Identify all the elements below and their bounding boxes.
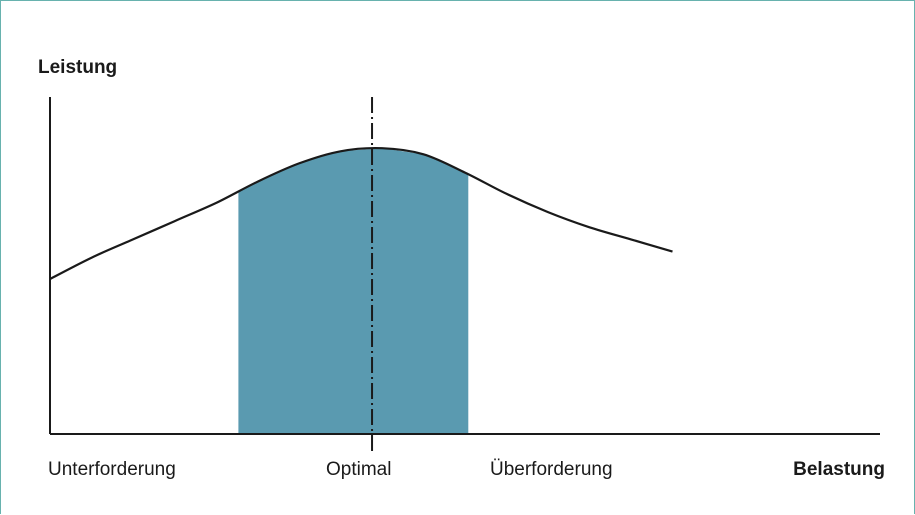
x-axis-label: Belastung bbox=[793, 459, 885, 480]
y-axis-label: Leistung bbox=[38, 57, 118, 78]
performance-curve bbox=[49, 146, 673, 280]
optimal-band bbox=[238, 148, 469, 435]
region-label-optimal: Optimal bbox=[326, 459, 392, 480]
region-label-unterforderung: Unterforderung bbox=[48, 459, 176, 480]
region-label-ueberforderung: Überforderung bbox=[490, 459, 613, 480]
